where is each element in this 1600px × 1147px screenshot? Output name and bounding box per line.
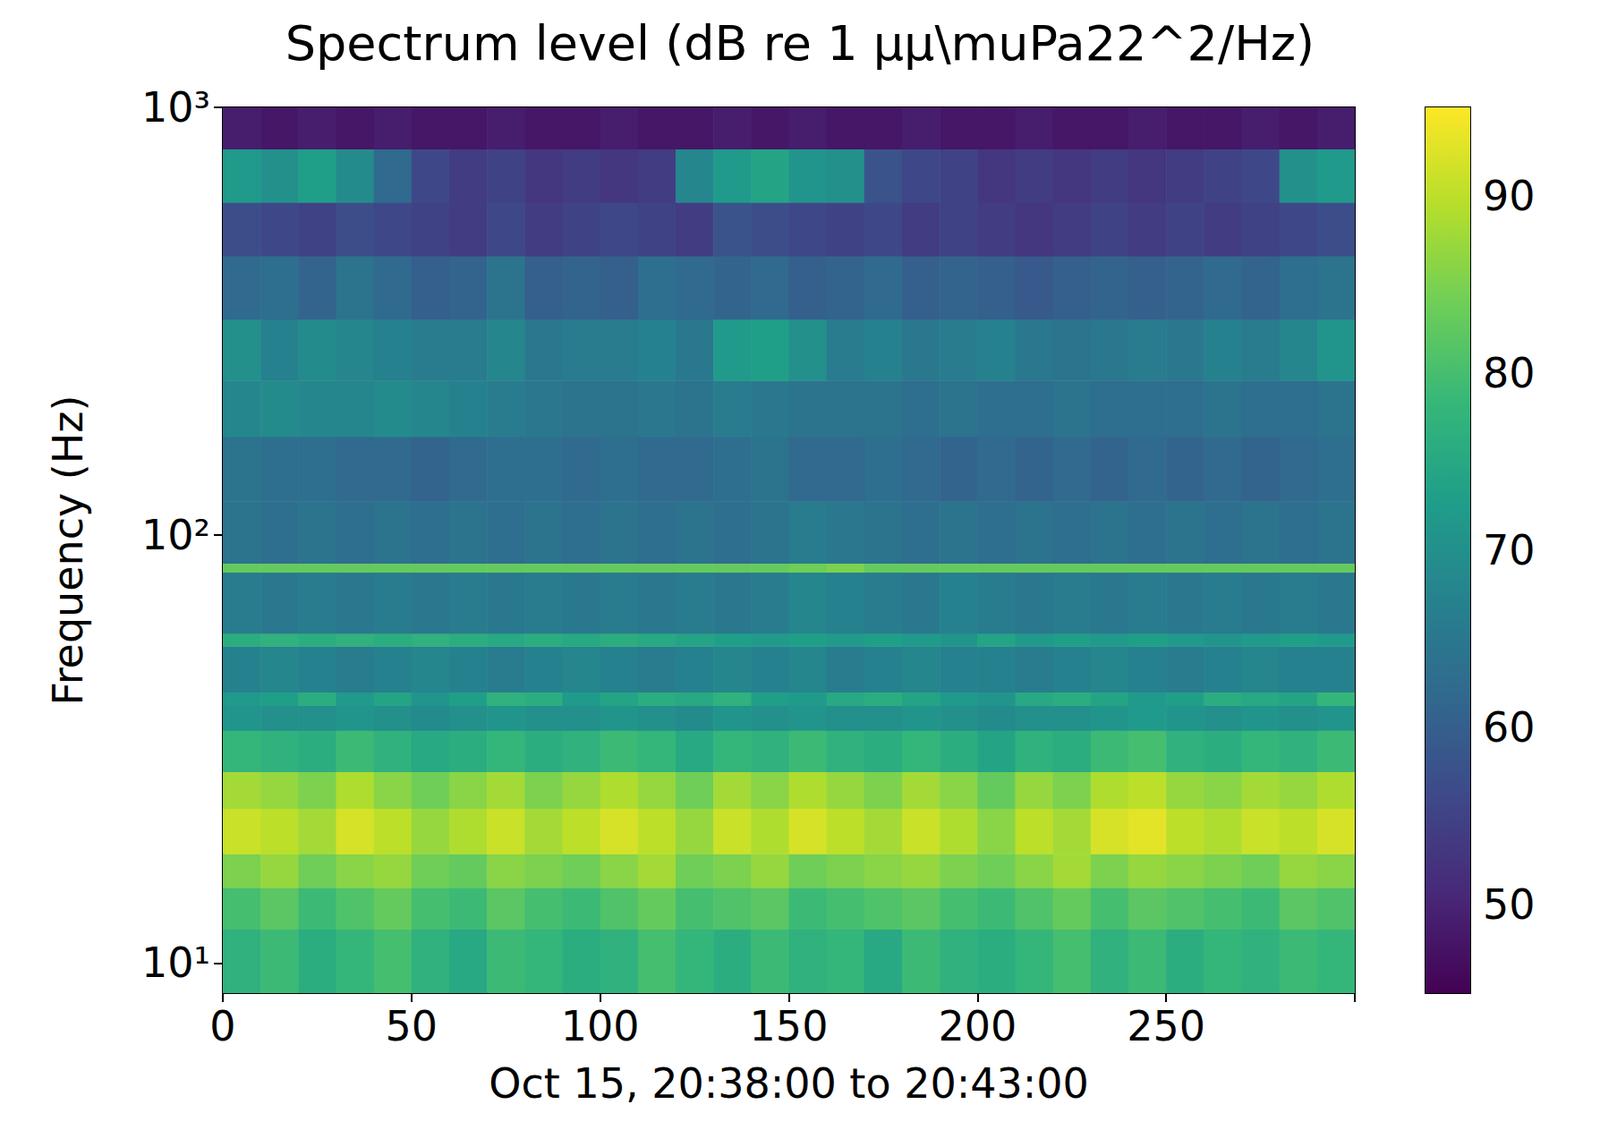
svg-text:200: 200 — [937, 1002, 1017, 1051]
svg-text:80: 80 — [1482, 348, 1536, 398]
svg-text:90: 90 — [1482, 171, 1536, 221]
svg-text:Oct 15, 20:38:00 to 20:43:00: Oct 15, 20:38:00 to 20:43:00 — [488, 1059, 1090, 1108]
svg-text:50: 50 — [385, 1002, 439, 1051]
svg-text:100: 100 — [561, 1002, 640, 1051]
svg-text:Frequency (Hz): Frequency (Hz) — [43, 395, 93, 707]
svg-text:10¹: 10¹ — [141, 938, 211, 988]
svg-text:60: 60 — [1482, 703, 1536, 752]
svg-text:10³: 10³ — [141, 83, 211, 132]
svg-text:10²: 10² — [141, 510, 211, 560]
svg-text:50: 50 — [1482, 880, 1536, 929]
svg-text:250: 250 — [1126, 1002, 1206, 1051]
svg-text:0: 0 — [209, 1002, 236, 1051]
svg-text:150: 150 — [749, 1002, 829, 1051]
svg-text:Spectrum level (dB re 1 μμ\muP: Spectrum level (dB re 1 μμ\muPa22^2/Hz) — [285, 15, 1315, 72]
svg-text:70: 70 — [1482, 526, 1536, 575]
